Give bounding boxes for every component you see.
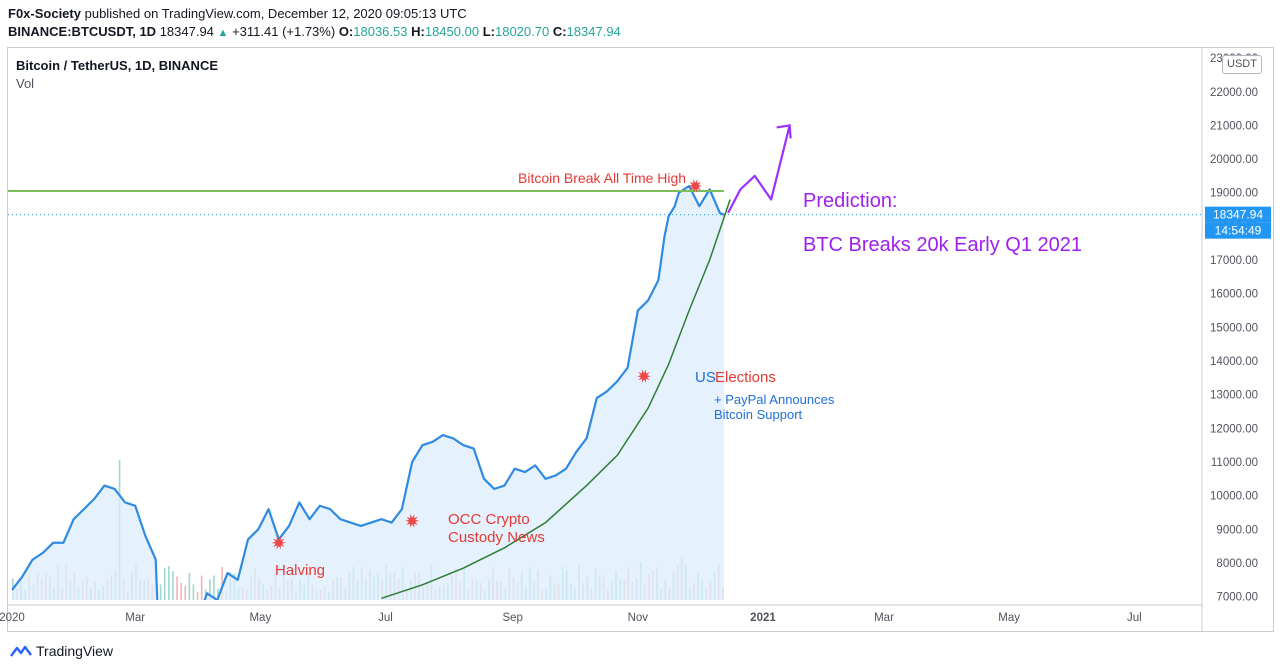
y-tick-label: 13000.00 — [1210, 390, 1258, 402]
high-value: 18450.00 — [424, 24, 480, 39]
volume-bar — [200, 575, 203, 600]
x-tick-label: 2021 — [750, 612, 776, 624]
volume-bar — [176, 576, 178, 600]
countdown-badge-bg — [1205, 222, 1271, 239]
y-tick-label: 9000.00 — [1216, 524, 1258, 536]
countdown-badge-text: 14:54:49 — [1215, 224, 1262, 238]
annotation-all-time-high: Bitcoin Break All Time High — [518, 170, 687, 186]
y-tick-label: 7000.00 — [1216, 592, 1258, 604]
y-tick-label: 11000.00 — [1211, 457, 1258, 469]
x-tick-label: Nov — [628, 612, 649, 624]
x-tick-label: Jul — [1127, 612, 1142, 624]
x-tick-label: Mar — [874, 612, 894, 624]
footer-brand[interactable]: TradingView — [36, 643, 114, 659]
volume-bar — [188, 572, 191, 600]
prediction-arrow — [727, 125, 791, 214]
annotation-elections: Elections — [715, 369, 776, 386]
published-text: published on TradingView.com, December 1… — [84, 6, 467, 21]
x-tick-label: 2020 — [0, 612, 25, 624]
y-tick-label: 17000.00 — [1210, 255, 1258, 267]
y-tick-label: 10000.00 — [1210, 491, 1258, 503]
volume-bar — [172, 571, 174, 600]
up-triangle-icon: ▲ — [217, 27, 229, 39]
x-tick-label: May — [998, 612, 1020, 624]
high-label: H: — [411, 24, 425, 39]
prediction-arrow-head — [776, 124, 792, 139]
y-tick-label: 16000.00 — [1210, 289, 1258, 301]
y-tick-label: 21000.00 — [1210, 120, 1258, 132]
annotation-us: US — [695, 369, 716, 386]
symbol-label: BINANCE:BTCUSDT, 1D — [8, 24, 157, 39]
event-marker — [688, 179, 703, 193]
annotation-occ-line1: OCC Crypto — [448, 511, 530, 528]
event-marker — [637, 369, 651, 383]
footer: TradingView — [10, 643, 113, 659]
annotation-halving: Halving — [275, 562, 326, 579]
x-tick-label: Jul — [378, 612, 393, 624]
event-marker — [271, 536, 286, 550]
event-marker — [405, 514, 420, 528]
currency-button[interactable]: USDT — [1222, 55, 1262, 74]
close-label: C: — [552, 24, 567, 39]
x-tick-label: May — [249, 612, 271, 624]
last-price: 18347.94 — [159, 24, 214, 39]
legend-volume-label[interactable]: Vol — [16, 76, 35, 91]
annotation-prediction-text: BTC Breaks 20k Early Q1 2021 — [803, 234, 1083, 256]
low-label: L: — [482, 24, 495, 39]
close-value: 18347.94 — [566, 24, 621, 39]
annotation-prediction-title: Prediction: — [803, 190, 898, 212]
y-tick-label: 14000.00 — [1210, 356, 1258, 368]
volume-bar — [159, 584, 162, 600]
volume-bar — [217, 588, 219, 600]
y-tick-label: 15000.00 — [1210, 322, 1258, 334]
y-tick-label: 8000.00 — [1216, 558, 1258, 570]
volume-bar — [180, 582, 182, 600]
volume-bar — [221, 566, 223, 600]
volume-bar — [163, 567, 166, 600]
y-tick-label: 20000.00 — [1210, 154, 1258, 166]
volume-bar — [213, 575, 215, 600]
y-tick-label: 22000.00 — [1210, 87, 1258, 99]
legend-symbol-title[interactable]: Bitcoin / TetherUS, 1D, BINANCE — [16, 58, 219, 73]
y-tick-label: 12000.00 — [1210, 423, 1258, 435]
volume-bar — [184, 585, 187, 600]
annotation-paypal-line2: Bitcoin Support — [714, 407, 803, 422]
publish-info: F0x-Society published on TradingView.com… — [8, 6, 467, 21]
annotation-paypal-line1: + PayPal Announces — [714, 392, 835, 407]
volume-bar — [168, 566, 170, 600]
x-tick-label: Sep — [502, 612, 522, 624]
volume-bar — [192, 584, 195, 600]
price-line — [11, 184, 725, 600]
open-label: O: — [338, 24, 354, 39]
open-value: 18036.53 — [353, 24, 408, 39]
x-tick-label: Mar — [125, 612, 145, 624]
price-area — [12, 186, 724, 600]
annotation-occ-line2: Custody News — [448, 529, 545, 546]
tradingview-logo-icon — [10, 645, 32, 657]
y-tick-label: 19000.00 — [1210, 188, 1258, 200]
price-change: +311.41 (+1.73%) — [232, 24, 336, 39]
price-badge-bg — [1205, 206, 1271, 223]
volume-bar — [209, 579, 211, 600]
price-badge-text: 18347.94 — [1213, 208, 1263, 222]
ohlc-bar: BINANCE:BTCUSDT, 1D 18347.94 ▲ +311.41 (… — [8, 24, 621, 39]
trend-curve — [381, 199, 731, 600]
chart-frame[interactable] — [7, 47, 1274, 632]
author-name: F0x-Society — [8, 6, 81, 21]
low-value: 18020.70 — [494, 24, 550, 39]
volume-bar — [196, 591, 199, 600]
